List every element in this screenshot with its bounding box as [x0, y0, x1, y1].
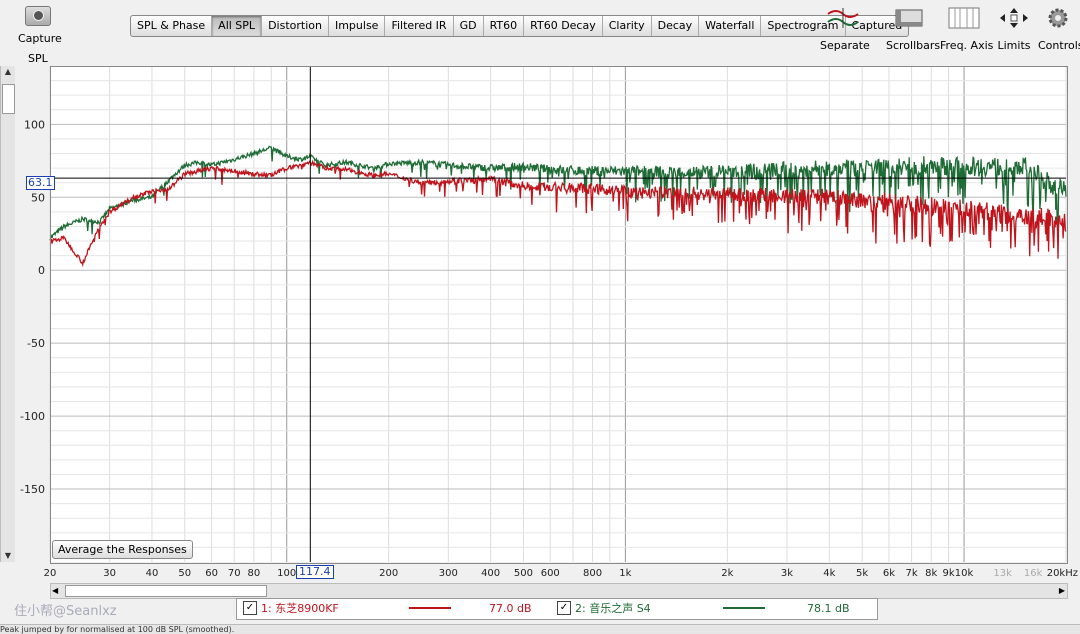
tab-impulse[interactable]: Impulse [329, 16, 386, 36]
horizontal-scroll-thumb[interactable] [65, 585, 267, 597]
watermark: 住小帮@Seanlxz [14, 604, 117, 619]
y-tick-label: 0 [38, 264, 45, 277]
x-tick-label: 5k [856, 568, 868, 579]
capture-button[interactable]: Capture [18, 6, 62, 45]
x-tick-label: 300 [439, 568, 458, 579]
vertical-scrollbar[interactable]: ▲ ▼ [0, 66, 15, 562]
scroll-right-icon[interactable]: ▶ [1058, 586, 1065, 595]
x-tick-label: 80 [248, 568, 261, 579]
status-bar: Peak jumped by for normalised at 100 dB … [0, 624, 1080, 634]
x-tick-label: 3k [781, 568, 793, 579]
measurement-1-name: 1: 东芝8900KF [261, 602, 339, 615]
x-tick-label: 400 [481, 568, 500, 579]
average-responses-button[interactable]: Average the Responses [52, 540, 193, 559]
tab-all-spl[interactable]: All SPL [212, 16, 263, 36]
y-tick-label: -150 [20, 483, 45, 496]
tab-distortion[interactable]: Distortion [262, 16, 329, 36]
x-tick-label: 2k [721, 568, 733, 579]
freq-axis-button[interactable]: Freq. Axis [940, 6, 993, 52]
x-tick-label: 6k [883, 568, 895, 579]
y-tick-label: 100 [24, 118, 45, 131]
x-tick-label: 60 [205, 568, 218, 579]
tab-rt60[interactable]: RT60 [484, 16, 525, 36]
x-tick-label: 10k [955, 568, 974, 579]
x-tick-label: 20kHz [1047, 568, 1078, 579]
tab-spl-phase[interactable]: SPL & Phase [131, 16, 213, 36]
x-tick-label: 13k [993, 568, 1012, 579]
y-tick-label: -50 [27, 337, 45, 350]
tab-waterfall[interactable]: Waterfall [699, 16, 762, 36]
measurement-1-swatch [409, 607, 451, 609]
y-tick-label: -100 [20, 410, 45, 423]
x-tick-label: 600 [541, 568, 560, 579]
x-tick-label: 20 [44, 568, 57, 579]
tab-clarity[interactable]: Clarity [603, 16, 652, 36]
freq-axis-icon [948, 7, 980, 29]
scroll-down-icon[interactable]: ▼ [4, 551, 12, 560]
cursor-x-readout: 117.4 [296, 565, 334, 579]
x-tick-label: 100 [277, 568, 296, 579]
x-tick-label: 70 [228, 568, 241, 579]
series-line-2 [49, 145, 1067, 241]
x-tick-label: 16k [1024, 568, 1043, 579]
x-tick-label: 800 [583, 568, 602, 579]
controls-button[interactable]: Controls [1038, 6, 1080, 52]
tab-gd[interactable]: GD [454, 16, 484, 36]
measurement-1-level: 77.0 dB [489, 602, 532, 615]
camera-icon [25, 6, 51, 26]
x-tick-label: 8k [925, 568, 937, 579]
measurement-1-checkbox[interactable]: ✓ [243, 601, 257, 615]
capture-label: Capture [18, 32, 62, 45]
scroll-up-icon[interactable]: ▲ [4, 67, 12, 76]
x-tick-label: 40 [146, 568, 159, 579]
cursor-y-readout: 63.1 [26, 176, 55, 190]
x-tick-label: 9k [942, 568, 954, 579]
measurement-2-name: 2: 音乐之声 S4 [575, 602, 651, 615]
x-tick-label: 500 [514, 568, 533, 579]
scroll-left-icon[interactable]: ◀ [52, 586, 59, 595]
tab-rt60-decay[interactable]: RT60 Decay [524, 16, 603, 36]
limits-arrows-icon [1000, 8, 1028, 28]
separate-button[interactable]: Separate [820, 6, 870, 52]
horizontal-scrollbar[interactable]: ◀ ▶ [50, 583, 1068, 599]
x-tick-label: 4k [823, 568, 835, 579]
y-tick-label: 50 [31, 191, 45, 204]
scrollbars-icon [895, 9, 923, 27]
scrollbars-button[interactable]: Scrollbars [886, 6, 940, 52]
x-tick-label: 50 [178, 568, 191, 579]
measurement-2-level: 78.1 dB [807, 602, 850, 615]
gear-icon [1048, 8, 1068, 28]
vertical-scroll-thumb[interactable] [2, 84, 15, 114]
graph-tab-bar: SPL & Phase All SPL Distortion Impulse Filte… [130, 15, 910, 37]
status-text: Peak jumped by for normalised at 100 dB … [0, 625, 235, 634]
x-tick-label: 30 [103, 568, 116, 579]
x-tick-label: 200 [379, 568, 398, 579]
tab-spectrogram[interactable]: Spectrogram [761, 16, 846, 36]
x-tick-label: 1k [619, 568, 631, 579]
y-axis-label: SPL [28, 52, 48, 65]
measurement-2-checkbox[interactable]: ✓ [557, 601, 571, 615]
measurement-2-swatch [723, 607, 765, 609]
limits-button[interactable]: Limits [994, 6, 1034, 52]
tab-decay[interactable]: Decay [652, 16, 700, 36]
separate-icon [827, 8, 859, 28]
measurement-legend: ✓ 1: 东芝8900KF 77.0 dB ✓ 2: 音乐之声 S4 78.1 … [236, 598, 878, 620]
tab-filtered-ir[interactable]: Filtered IR [385, 16, 454, 36]
series-line-1 [49, 159, 1067, 268]
tab-captured[interactable]: Captured [851, 19, 903, 32]
x-tick-label: 7k [906, 568, 918, 579]
